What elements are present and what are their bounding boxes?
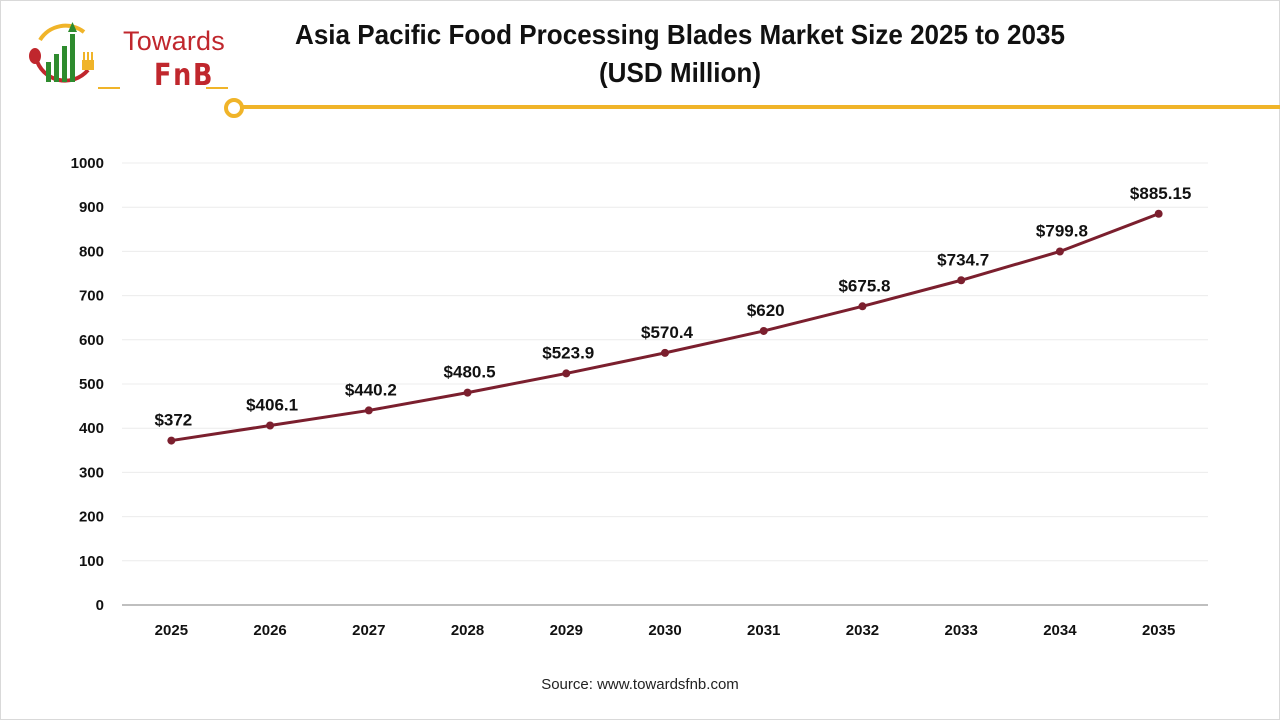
y-tick-label: 600 <box>79 332 104 349</box>
x-tick-label: 2029 <box>550 622 583 639</box>
logo-chart-icon <box>29 22 94 83</box>
y-tick-label: 400 <box>79 420 104 437</box>
accent-divider <box>240 105 1280 109</box>
logo-text: Towards <box>123 26 225 56</box>
logo-subtext: FnB <box>154 58 215 93</box>
y-tick-label: 900 <box>79 199 104 216</box>
accent-dot-icon <box>224 98 244 118</box>
source-note: Source: www.towardsfnb.com <box>541 676 739 693</box>
data-point[interactable] <box>957 276 966 285</box>
x-tick-label: 2035 <box>1142 622 1175 639</box>
chart-title-line1: Asia Pacific Food Processing Blades Mark… <box>295 19 1065 50</box>
data-point[interactable] <box>1055 247 1064 256</box>
y-tick-label: 0 <box>96 597 104 614</box>
data-point[interactable] <box>759 326 768 335</box>
data-label: $570.4 <box>641 323 694 342</box>
x-tick-label: 2030 <box>648 622 681 639</box>
data-point[interactable] <box>463 388 472 397</box>
data-point[interactable] <box>562 369 571 378</box>
y-tick-label: 200 <box>79 509 104 526</box>
chart-title: Asia Pacific Food Processing Blades Mark… <box>280 16 1080 92</box>
data-label: $620 <box>747 301 785 320</box>
data-label: $406.1 <box>246 396 298 415</box>
x-tick-label: 2033 <box>944 622 977 639</box>
data-point[interactable] <box>266 421 275 430</box>
x-tick-label: 2028 <box>451 622 484 639</box>
data-point[interactable] <box>1154 209 1163 218</box>
data-label: $440.2 <box>345 380 397 399</box>
data-point[interactable] <box>858 302 867 311</box>
data-point[interactable] <box>167 436 176 445</box>
y-tick-label: 100 <box>79 553 104 570</box>
y-tick-label: 500 <box>79 376 104 393</box>
x-tick-label: 2027 <box>352 622 385 639</box>
y-tick-label: 300 <box>79 464 104 481</box>
y-tick-label: 1000 <box>71 155 104 172</box>
data-label: $799.8 <box>1036 221 1088 240</box>
data-label: $675.8 <box>838 276 890 295</box>
x-tick-label: 2026 <box>253 622 286 639</box>
data-label: $523.9 <box>542 343 594 362</box>
x-tick-label: 2034 <box>1043 622 1077 639</box>
x-tick-label: 2025 <box>155 622 188 639</box>
data-point[interactable] <box>364 406 373 415</box>
x-tick-label: 2032 <box>846 622 879 639</box>
logo-dash-left <box>98 87 120 89</box>
data-label: $480.5 <box>444 363 496 382</box>
data-label: $734.7 <box>937 250 989 269</box>
y-tick-label: 700 <box>79 288 104 305</box>
chart-title-line2: (USD Million) <box>598 57 761 88</box>
data-label: $372 <box>154 411 192 430</box>
y-tick-label: 800 <box>79 243 104 260</box>
data-point[interactable] <box>661 348 669 357</box>
brand-logo: Towards FnB <box>26 18 228 93</box>
x-tick-label: 2031 <box>747 622 780 639</box>
data-label: $885.15 <box>1130 184 1191 203</box>
logo-dash-right <box>206 87 228 89</box>
